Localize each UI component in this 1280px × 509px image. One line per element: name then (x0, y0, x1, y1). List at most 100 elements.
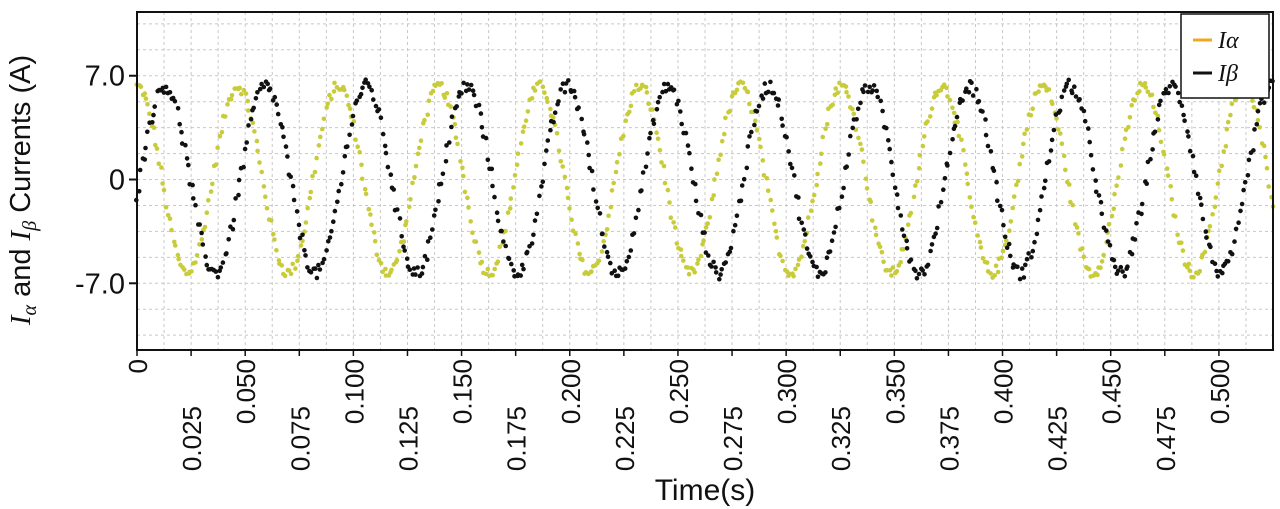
data-point (818, 161, 823, 166)
data-point (255, 90, 260, 95)
data-point (640, 170, 646, 175)
data-point (604, 249, 610, 255)
data-point (529, 241, 535, 246)
data-point (1015, 178, 1021, 184)
data-point (321, 256, 327, 262)
data-point (814, 264, 819, 270)
data-point (476, 250, 482, 255)
data-point (792, 173, 797, 178)
data-point (199, 237, 205, 242)
data-point (976, 98, 982, 104)
data-point (380, 131, 386, 137)
data-point (892, 185, 898, 190)
data-point (363, 191, 369, 197)
data-point (241, 87, 247, 93)
data-point (408, 197, 413, 202)
data-point (1024, 256, 1030, 262)
data-point (974, 86, 979, 92)
data-point (801, 227, 807, 232)
data-point (955, 119, 960, 125)
data-point (443, 159, 449, 164)
data-point (855, 106, 861, 112)
data-point (1246, 157, 1252, 163)
data-point (929, 242, 935, 247)
data-point (754, 128, 760, 133)
data-point (257, 160, 262, 165)
data-point (1155, 113, 1161, 119)
data-point (422, 117, 427, 123)
data-point (539, 184, 544, 189)
data-point (373, 103, 379, 109)
data-point (462, 189, 468, 195)
data-point (934, 225, 940, 231)
data-point (511, 185, 516, 190)
data-point (215, 274, 221, 280)
data-point (540, 179, 546, 184)
data-point (1162, 90, 1168, 96)
data-point (1187, 268, 1193, 274)
data-point (320, 126, 325, 132)
data-point (729, 93, 735, 99)
data-point (410, 180, 415, 186)
data-point (1215, 274, 1221, 279)
data-point (796, 216, 802, 222)
data-point (142, 157, 148, 162)
data-point (1182, 118, 1187, 123)
data-point (371, 97, 376, 102)
data-point (661, 163, 667, 169)
data-point (402, 248, 408, 253)
data-point (833, 224, 838, 230)
data-point (1011, 194, 1017, 199)
data-point (172, 98, 178, 104)
data-point (1064, 81, 1070, 87)
data-point (468, 219, 474, 224)
data-point (1080, 246, 1085, 251)
data-point (570, 228, 576, 233)
data-point (978, 245, 984, 250)
data-point (194, 253, 200, 258)
data-point (433, 207, 438, 213)
data-point (318, 134, 323, 140)
data-point (745, 89, 751, 95)
data-point (346, 102, 351, 108)
data-point (908, 257, 914, 263)
legend-box (1180, 13, 1270, 99)
data-point (1229, 251, 1235, 257)
data-point (1116, 175, 1121, 180)
data-point (1087, 139, 1092, 145)
data-point (786, 149, 791, 154)
x-tick-label: 0.175 (502, 406, 532, 471)
data-point (551, 115, 556, 120)
data-point (1152, 129, 1158, 135)
data-point (950, 137, 955, 142)
data-point (255, 148, 260, 154)
data-point (345, 144, 350, 149)
data-point (411, 266, 417, 271)
data-point (303, 220, 309, 225)
data-point (905, 222, 911, 227)
data-point (1223, 143, 1229, 149)
data-point (711, 259, 716, 265)
data-point (307, 195, 313, 201)
data-point (1030, 248, 1036, 254)
data-point (369, 88, 375, 93)
data-point (537, 79, 543, 84)
data-point (1115, 268, 1121, 274)
data-point (916, 166, 922, 171)
data-point (671, 220, 676, 225)
data-point (558, 87, 563, 92)
data-point (1059, 94, 1065, 100)
data-point (228, 97, 234, 102)
data-point (1191, 169, 1197, 175)
data-point (977, 239, 983, 245)
data-point (823, 126, 828, 131)
data-point (282, 273, 288, 279)
data-point (1022, 131, 1027, 137)
data-point (747, 134, 752, 139)
data-point (1030, 106, 1035, 111)
data-point (608, 260, 613, 266)
data-point (280, 125, 285, 130)
data-point (344, 93, 350, 98)
data-point (1254, 122, 1260, 127)
plot-frame (136, 11, 1274, 351)
